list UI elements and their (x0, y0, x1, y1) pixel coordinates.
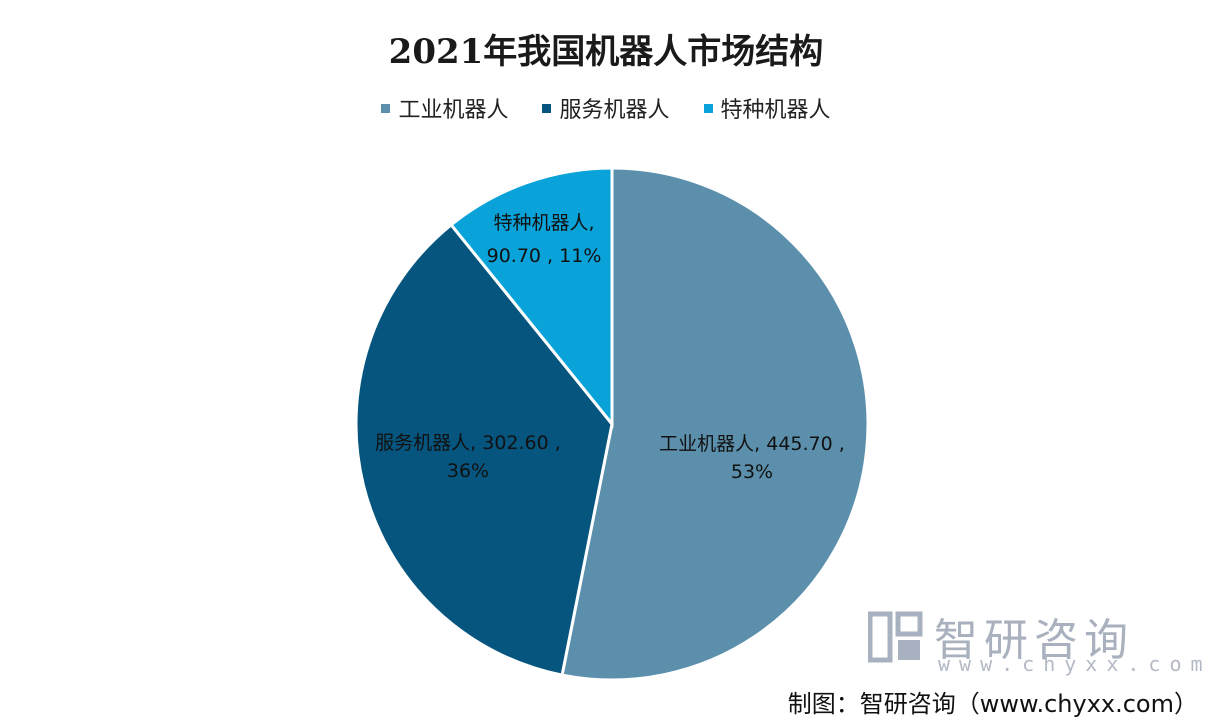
pie-slice-special (449, 166, 614, 429)
legend-swatch-industrial (381, 103, 391, 113)
slice-label-service-line2: 36% (447, 460, 489, 482)
chyxx-logo-icon (868, 611, 923, 663)
legend-item-special: 特种机器人 (703, 92, 831, 124)
legend-item-service: 服务机器人 (542, 92, 670, 124)
slice-label-industrial-line1: 工业机器人, 445.70 , (659, 433, 845, 455)
legend-swatch-service (542, 103, 552, 113)
legend-label-industrial: 工业机器人 (398, 98, 509, 123)
legend-item-industrial: 工业机器人 (381, 92, 508, 124)
source-note: 制图：智研咨询（www.chyxx.com） (787, 690, 1198, 718)
legend: 工业机器人 服务机器人 特种机器人 (0, 92, 1212, 124)
pie-slice-service (354, 222, 614, 677)
watermark-name: 智研咨询 (934, 615, 1134, 666)
watermark: 智研咨询 www.chyxx.com (868, 604, 1203, 676)
slice-label-service-line1: 服务机器人, 302.60 , (375, 432, 561, 454)
legend-swatch-special (703, 103, 713, 113)
slice-label-industrial-line2: 53% (731, 461, 773, 483)
watermark-url: www.chyxx.com (938, 652, 1212, 676)
pie-slice-industrial (560, 166, 870, 682)
legend-label-special: 特种机器人 (720, 98, 831, 123)
slice-label-special-line2: 90.70 , 11% (487, 245, 602, 267)
chart-title: 2021年我国机器人市场结构 (388, 32, 824, 72)
slice-label-special-line1: 特种机器人, (493, 212, 594, 234)
legend-label-service: 服务机器人 (559, 98, 670, 123)
